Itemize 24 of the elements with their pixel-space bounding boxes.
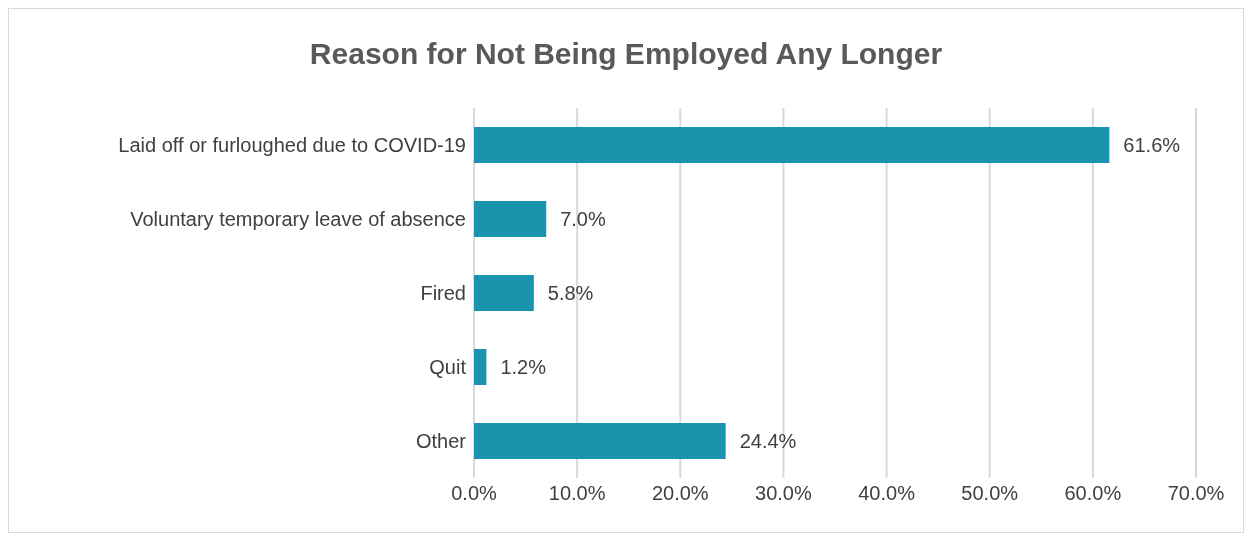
x-tick-label: 0.0%: [451, 482, 498, 505]
x-tick-label: 40.0%: [858, 482, 916, 505]
bar: [474, 127, 1110, 163]
y-tick-label: Laid off or furloughed due to COVID-19: [118, 134, 466, 157]
chart-title: Reason for Not Being Employed Any Longer: [308, 37, 944, 71]
y-tick-label: Quit: [429, 356, 467, 379]
bar: [474, 201, 547, 237]
bar: [474, 423, 726, 459]
x-tick-label: 10.0%: [548, 482, 606, 505]
x-tick-label: 50.0%: [961, 482, 1019, 505]
bar: [474, 349, 487, 385]
x-tick-label: 70.0%: [1167, 482, 1225, 505]
y-tick-label: Voluntary temporary leave of absence: [130, 208, 466, 231]
y-tick-label: Fired: [420, 282, 466, 305]
data-label: 24.4%: [739, 430, 797, 452]
x-tick-label: 20.0%: [651, 482, 709, 505]
x-tick-label: 30.0%: [755, 482, 812, 505]
data-label: 61.6%: [1123, 134, 1181, 156]
y-tick-label: Other: [415, 430, 467, 453]
data-label: 1.2%: [500, 356, 547, 378]
data-label: 7.0%: [560, 208, 606, 230]
bar: [474, 275, 534, 311]
data-label: 5.8%: [547, 282, 594, 304]
x-tick-label: 60.0%: [1064, 482, 1122, 505]
